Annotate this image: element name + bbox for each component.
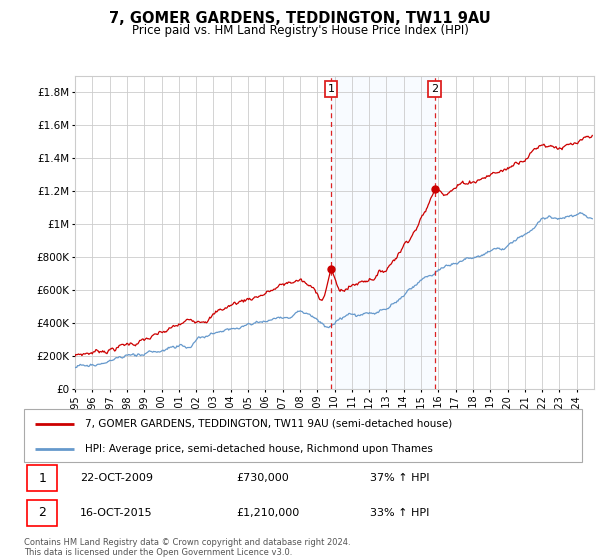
Text: £1,210,000: £1,210,000 [236, 508, 299, 518]
Text: 1: 1 [328, 84, 335, 94]
Text: 7, GOMER GARDENS, TEDDINGTON, TW11 9AU: 7, GOMER GARDENS, TEDDINGTON, TW11 9AU [109, 11, 491, 26]
Text: 2: 2 [431, 84, 439, 94]
Text: £730,000: £730,000 [236, 473, 289, 483]
Text: HPI: Average price, semi-detached house, Richmond upon Thames: HPI: Average price, semi-detached house,… [85, 444, 433, 454]
Bar [331, 76, 435, 389]
FancyBboxPatch shape [27, 500, 58, 526]
Text: 16-OCT-2015: 16-OCT-2015 [80, 508, 152, 518]
Text: 22-OCT-2009: 22-OCT-2009 [80, 473, 153, 483]
FancyBboxPatch shape [27, 465, 58, 491]
Text: 2: 2 [38, 506, 46, 519]
Text: 7, GOMER GARDENS, TEDDINGTON, TW11 9AU (semi-detached house): 7, GOMER GARDENS, TEDDINGTON, TW11 9AU (… [85, 419, 452, 429]
Text: 37% ↑ HPI: 37% ↑ HPI [370, 473, 430, 483]
Text: 33% ↑ HPI: 33% ↑ HPI [370, 508, 430, 518]
Text: Contains HM Land Registry data © Crown copyright and database right 2024.
This d: Contains HM Land Registry data © Crown c… [24, 538, 350, 557]
FancyBboxPatch shape [24, 409, 582, 462]
Text: Price paid vs. HM Land Registry's House Price Index (HPI): Price paid vs. HM Land Registry's House … [131, 24, 469, 37]
Text: 1: 1 [38, 472, 46, 485]
